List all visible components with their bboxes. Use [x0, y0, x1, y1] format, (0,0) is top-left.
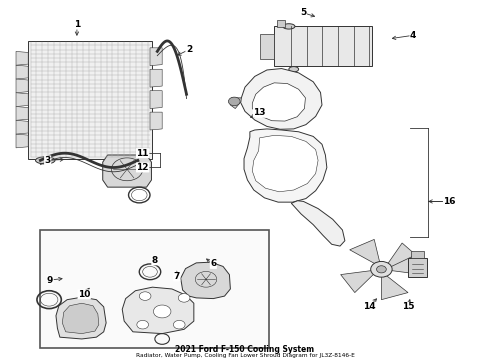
Text: 9: 9 [47, 275, 53, 284]
Circle shape [228, 97, 240, 106]
Polygon shape [350, 239, 380, 264]
Polygon shape [341, 271, 374, 293]
Polygon shape [388, 243, 420, 267]
Text: 8: 8 [152, 256, 158, 265]
Text: 10: 10 [78, 290, 90, 299]
Polygon shape [291, 201, 345, 246]
Text: 2: 2 [186, 45, 192, 54]
Text: 7: 7 [173, 272, 180, 281]
Text: 3: 3 [45, 156, 51, 165]
Bar [40, 230, 270, 348]
Bar [28, 41, 152, 158]
Polygon shape [391, 254, 422, 275]
Bar [274, 26, 372, 66]
Text: 2021 Ford F-150 Cooling System: 2021 Ford F-150 Cooling System [175, 345, 315, 354]
Text: 5: 5 [300, 8, 307, 17]
Polygon shape [240, 68, 322, 129]
Text: 1: 1 [74, 20, 80, 29]
Polygon shape [62, 303, 99, 334]
Polygon shape [16, 79, 28, 93]
Circle shape [173, 320, 185, 329]
Polygon shape [150, 112, 162, 130]
Bar [277, 20, 286, 27]
Bar [411, 251, 424, 257]
Circle shape [371, 261, 392, 277]
Polygon shape [122, 287, 194, 334]
Polygon shape [252, 135, 318, 192]
Text: 16: 16 [443, 197, 456, 206]
Circle shape [153, 305, 171, 318]
Polygon shape [16, 120, 28, 134]
Text: 6: 6 [210, 260, 217, 269]
Polygon shape [16, 51, 28, 65]
Bar [260, 33, 274, 59]
Polygon shape [103, 155, 151, 187]
Text: 12: 12 [136, 163, 149, 172]
Polygon shape [16, 65, 28, 79]
Polygon shape [150, 69, 162, 87]
Text: 4: 4 [410, 31, 416, 40]
Polygon shape [252, 83, 305, 121]
Polygon shape [150, 91, 162, 109]
Circle shape [139, 292, 151, 300]
Polygon shape [16, 93, 28, 107]
Circle shape [137, 320, 148, 329]
Polygon shape [16, 134, 28, 148]
Polygon shape [56, 297, 106, 339]
Circle shape [178, 294, 190, 302]
Polygon shape [16, 107, 28, 120]
Polygon shape [230, 98, 241, 109]
Ellipse shape [283, 24, 295, 29]
Polygon shape [381, 275, 408, 300]
Text: 13: 13 [253, 108, 266, 117]
Polygon shape [244, 129, 327, 202]
Text: Radiator, Water Pump, Cooling Fan Lower Shroud Diagram for JL3Z-8146-E: Radiator, Water Pump, Cooling Fan Lower … [136, 352, 354, 357]
Polygon shape [150, 48, 162, 66]
Ellipse shape [35, 157, 55, 164]
Bar [408, 257, 427, 277]
Text: 15: 15 [402, 302, 415, 311]
Circle shape [376, 266, 386, 273]
Ellipse shape [289, 67, 298, 72]
Text: 14: 14 [363, 302, 375, 311]
Text: 11: 11 [136, 149, 149, 158]
Polygon shape [181, 262, 230, 298]
